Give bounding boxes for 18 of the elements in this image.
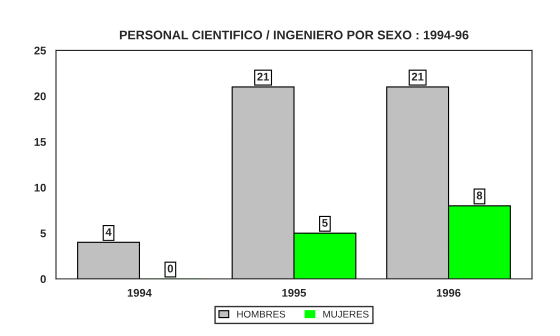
data-label: 8 [476, 192, 482, 200]
y-tick-label: 15 [34, 138, 46, 146]
x-tick-label: 1996 [436, 288, 461, 297]
legend-label: MUJERES [323, 310, 369, 318]
data-label: 4 [106, 228, 112, 236]
y-tick-label: 25 [34, 46, 46, 55]
y-tick-label: 10 [34, 184, 46, 192]
data-label: 21 [257, 72, 269, 80]
legend-label: HOMBRES [237, 310, 286, 318]
x-tick-label: 1994 [128, 288, 152, 297]
chart-title: PERSONAL CIENTIFICO / INGENIERO POR SEXO : 1994-96 [120, 30, 468, 40]
x-tick-label: 1995 [282, 288, 306, 297]
data-label: 5 [322, 219, 328, 227]
y-tick-label: 0 [40, 275, 46, 284]
data-label: 0 [168, 264, 173, 273]
y-tick-label: 5 [40, 230, 46, 238]
data-label: 21 [412, 72, 424, 80]
y-tick-label: 20 [34, 92, 46, 100]
